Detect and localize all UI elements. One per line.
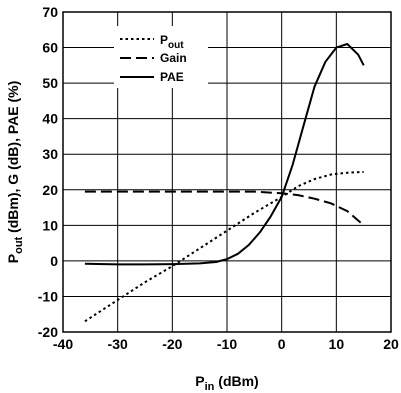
series-lines [84, 43, 365, 323]
x-tick-label: 0 [278, 336, 286, 352]
grid [62, 11, 392, 333]
x-tick-label: -40 [53, 336, 73, 352]
y-tick-label: 50 [42, 75, 58, 91]
y-tick-label: 30 [42, 146, 58, 162]
y-tick-label: 10 [42, 217, 58, 233]
legend: Pout Gain PAE [114, 26, 208, 88]
x-tick-label: -20 [162, 336, 182, 352]
y-tick-label: -10 [38, 288, 58, 304]
legend-label-gain: Gain [160, 51, 187, 65]
x-tick-label: 20 [383, 336, 399, 352]
y-tick-label: 60 [42, 40, 58, 56]
y-tick-label: 70 [42, 4, 58, 20]
series-line-pout [84, 171, 364, 323]
series-line-pae [84, 43, 365, 266]
x-tick-label: -30 [108, 336, 128, 352]
x-tick-label: 10 [329, 336, 345, 352]
y-tick-label: 0 [50, 253, 58, 269]
y-tick-label: -20 [38, 324, 58, 340]
x-tick-labels: -40 -30 -20 -10 0 10 20 [53, 336, 399, 352]
y-axis-label: Pout (dBm), G (dB), PAE (%) [5, 81, 25, 264]
series-line-gain [84, 190, 365, 227]
x-axis-label: Pin (dBm) [195, 373, 258, 393]
y-tick-labels: -20 -10 0 10 20 30 40 50 60 70 [38, 4, 58, 340]
plot-frame [62, 11, 392, 333]
y-tick-label: 40 [42, 111, 58, 127]
legend-label-pout: Pout [160, 33, 184, 51]
y-tick-label: 20 [42, 182, 58, 198]
x-tick-label: -10 [217, 336, 237, 352]
legend-label-pae: PAE [160, 70, 184, 84]
